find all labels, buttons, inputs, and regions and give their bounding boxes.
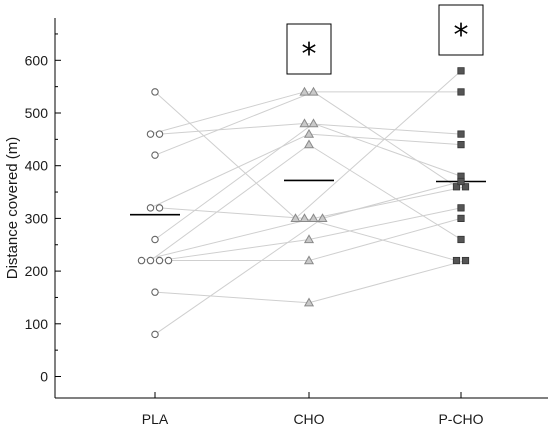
connector-lines bbox=[141, 70, 466, 335]
connector-line bbox=[295, 70, 462, 219]
data-point-pla bbox=[155, 204, 164, 212]
data-point-cho bbox=[303, 128, 315, 138]
data-point-pla bbox=[151, 288, 159, 296]
connector-line bbox=[159, 123, 305, 135]
significance-annotations: ** bbox=[286, 4, 484, 75]
data-point-pla bbox=[164, 256, 173, 265]
y-tick-label: 600 bbox=[25, 52, 49, 68]
connector-line bbox=[308, 133, 462, 146]
connector-line bbox=[154, 291, 310, 304]
data-point-pcho bbox=[452, 183, 461, 191]
connector-line bbox=[313, 186, 466, 219]
connector-line bbox=[159, 207, 305, 219]
data-point-pla bbox=[151, 330, 159, 339]
data-point-pla bbox=[151, 88, 159, 96]
x-tick-label: CHO bbox=[293, 411, 324, 427]
data-point-pcho bbox=[457, 204, 465, 212]
data-point-pcho bbox=[457, 141, 465, 149]
connector-line bbox=[154, 91, 296, 219]
y-tick-label: 200 bbox=[25, 263, 49, 279]
data-point-pla bbox=[146, 204, 155, 212]
data-point-pcho bbox=[457, 214, 465, 222]
data-point-cho bbox=[303, 234, 315, 244]
data-point-pla bbox=[146, 130, 155, 138]
data-point-cho bbox=[308, 86, 319, 96]
data-point-pcho bbox=[452, 256, 461, 265]
y-axis: 0 100 200 300 400 500 600 bbox=[25, 18, 61, 398]
data-point-pla bbox=[155, 130, 164, 138]
significance-box bbox=[286, 23, 332, 75]
significance-box bbox=[438, 4, 484, 56]
connector-line bbox=[308, 207, 462, 240]
connector-line bbox=[308, 217, 462, 262]
data-point-cho bbox=[308, 213, 319, 223]
data-point-pla bbox=[155, 256, 164, 265]
y-tick-label: 500 bbox=[25, 105, 49, 121]
significance-marker: * bbox=[302, 37, 317, 72]
connector-line bbox=[322, 181, 462, 219]
connector-line bbox=[313, 123, 462, 177]
connector-line bbox=[159, 238, 310, 262]
data-point-pcho bbox=[461, 183, 470, 191]
y-tick-label: 300 bbox=[25, 210, 49, 226]
x-axis: PLA CHO P-CHO bbox=[55, 392, 548, 427]
data-point-cho bbox=[317, 213, 328, 223]
connector-line bbox=[150, 144, 310, 261]
connector-line bbox=[141, 217, 314, 262]
connector-line bbox=[304, 217, 457, 262]
x-tick-label: P-CHO bbox=[438, 411, 483, 427]
data-point-cho bbox=[299, 213, 310, 223]
data-point-pla bbox=[146, 256, 155, 265]
data-point-pla bbox=[151, 151, 159, 159]
data-point-pla bbox=[151, 235, 159, 244]
connector-line bbox=[308, 144, 462, 240]
connector-line bbox=[154, 123, 314, 240]
data-point-pcho bbox=[457, 67, 465, 75]
data-point-pcho bbox=[457, 235, 465, 244]
connector-line bbox=[150, 91, 305, 135]
connector-line bbox=[150, 133, 310, 209]
data-point-cho bbox=[290, 213, 301, 223]
significance-marker: * bbox=[454, 18, 469, 53]
data-point-pcho bbox=[457, 177, 465, 186]
data-point-cho bbox=[303, 297, 315, 307]
data-point-pla bbox=[137, 256, 146, 265]
data-point-cho bbox=[299, 118, 310, 128]
data-point-cho bbox=[303, 255, 315, 265]
data-point-cho bbox=[303, 139, 315, 149]
y-axis-title: Distance covered (m) bbox=[4, 137, 21, 280]
data-point-pcho bbox=[457, 130, 465, 138]
y-tick-label: 0 bbox=[40, 369, 48, 385]
connector-line bbox=[304, 123, 462, 135]
data-point-pcho bbox=[461, 256, 470, 265]
data-point-pcho bbox=[457, 88, 465, 96]
connector-line bbox=[308, 260, 466, 304]
connector-line bbox=[154, 217, 323, 335]
data-point-cho bbox=[299, 86, 310, 96]
y-tick-label: 400 bbox=[25, 158, 49, 174]
x-tick-label: PLA bbox=[142, 411, 169, 427]
data-point-cho bbox=[308, 118, 319, 128]
y-tick-label: 100 bbox=[25, 316, 49, 332]
connector-line bbox=[154, 91, 314, 156]
data-points bbox=[137, 67, 470, 339]
